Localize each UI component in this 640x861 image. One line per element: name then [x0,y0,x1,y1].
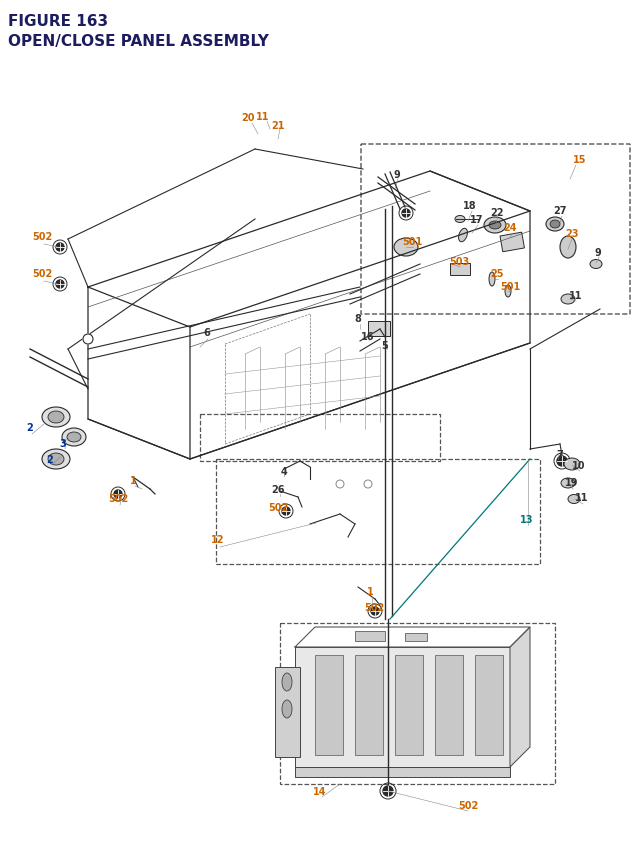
Text: OPEN/CLOSE PANEL ASSEMBLY: OPEN/CLOSE PANEL ASSEMBLY [8,34,269,49]
Text: 10: 10 [572,461,586,470]
Bar [280,623,555,784]
Bar [475,655,503,755]
Text: 11: 11 [575,492,589,503]
Ellipse shape [48,412,64,424]
Text: 18: 18 [463,201,477,211]
Ellipse shape [505,286,511,298]
Bar [405,633,427,641]
Text: 503: 503 [449,257,469,267]
Text: 502: 502 [458,800,478,810]
Text: 502: 502 [364,603,384,612]
Text: 502: 502 [268,503,288,512]
Text: 502: 502 [108,493,128,504]
Bar [315,655,343,755]
Text: 20: 20 [241,113,255,123]
Ellipse shape [282,700,292,718]
Circle shape [83,335,93,344]
Bar [450,263,470,276]
Bar [395,655,423,755]
Text: 9: 9 [394,170,401,180]
Ellipse shape [590,260,602,269]
Ellipse shape [561,479,575,488]
Ellipse shape [48,454,64,466]
Text: 11: 11 [256,112,269,122]
Text: 7: 7 [557,449,563,460]
Text: 5: 5 [381,341,388,350]
Text: 2: 2 [47,455,53,464]
Circle shape [56,244,64,251]
Bar [500,233,524,252]
Text: 4: 4 [280,467,287,476]
Polygon shape [510,628,530,767]
Text: 9: 9 [595,248,602,257]
Text: 21: 21 [271,121,285,131]
Text: 17: 17 [470,214,484,225]
Text: 14: 14 [313,786,327,796]
Ellipse shape [561,294,575,305]
Text: 19: 19 [565,478,579,487]
Text: 3: 3 [60,438,67,449]
Text: 27: 27 [553,206,567,216]
Ellipse shape [67,432,81,443]
Text: 23: 23 [565,229,579,238]
Text: 502: 502 [32,269,52,279]
Text: 26: 26 [271,485,285,494]
Bar [368,322,390,337]
Bar [275,667,300,757]
Text: FIGURE 163: FIGURE 163 [8,14,108,29]
Ellipse shape [489,222,501,230]
Circle shape [282,507,290,516]
Bar [200,414,440,461]
Ellipse shape [484,218,506,233]
Ellipse shape [62,429,86,447]
Text: 13: 13 [520,514,534,524]
Ellipse shape [42,407,70,428]
Ellipse shape [546,218,564,232]
Ellipse shape [42,449,70,469]
Bar [435,655,463,755]
Ellipse shape [282,673,292,691]
Text: 22: 22 [490,208,504,218]
Polygon shape [295,647,510,767]
Bar [355,655,383,755]
Ellipse shape [564,458,580,470]
Text: 1: 1 [130,475,136,486]
Ellipse shape [394,238,418,257]
Bar [295,767,510,777]
Circle shape [56,281,64,288]
Text: 1: 1 [367,586,373,597]
Text: 501: 501 [500,282,520,292]
Ellipse shape [489,273,495,287]
Circle shape [383,786,393,796]
Circle shape [557,456,567,467]
Bar [216,460,540,564]
Text: 25: 25 [490,269,504,279]
Text: 8: 8 [355,313,362,324]
Ellipse shape [455,216,465,223]
Text: 15: 15 [573,155,587,164]
Ellipse shape [568,495,580,504]
Text: 11: 11 [569,291,583,300]
Circle shape [402,210,410,218]
Text: 6: 6 [204,328,211,338]
Circle shape [114,491,122,499]
Circle shape [371,607,379,616]
Ellipse shape [550,220,560,229]
Text: 16: 16 [361,331,375,342]
Ellipse shape [560,237,576,258]
Text: 501: 501 [402,237,422,247]
Ellipse shape [458,229,467,243]
Bar [355,631,385,641]
Text: 2: 2 [27,423,33,432]
Text: 24: 24 [503,223,516,232]
Text: 12: 12 [211,535,225,544]
Text: 502: 502 [32,232,52,242]
